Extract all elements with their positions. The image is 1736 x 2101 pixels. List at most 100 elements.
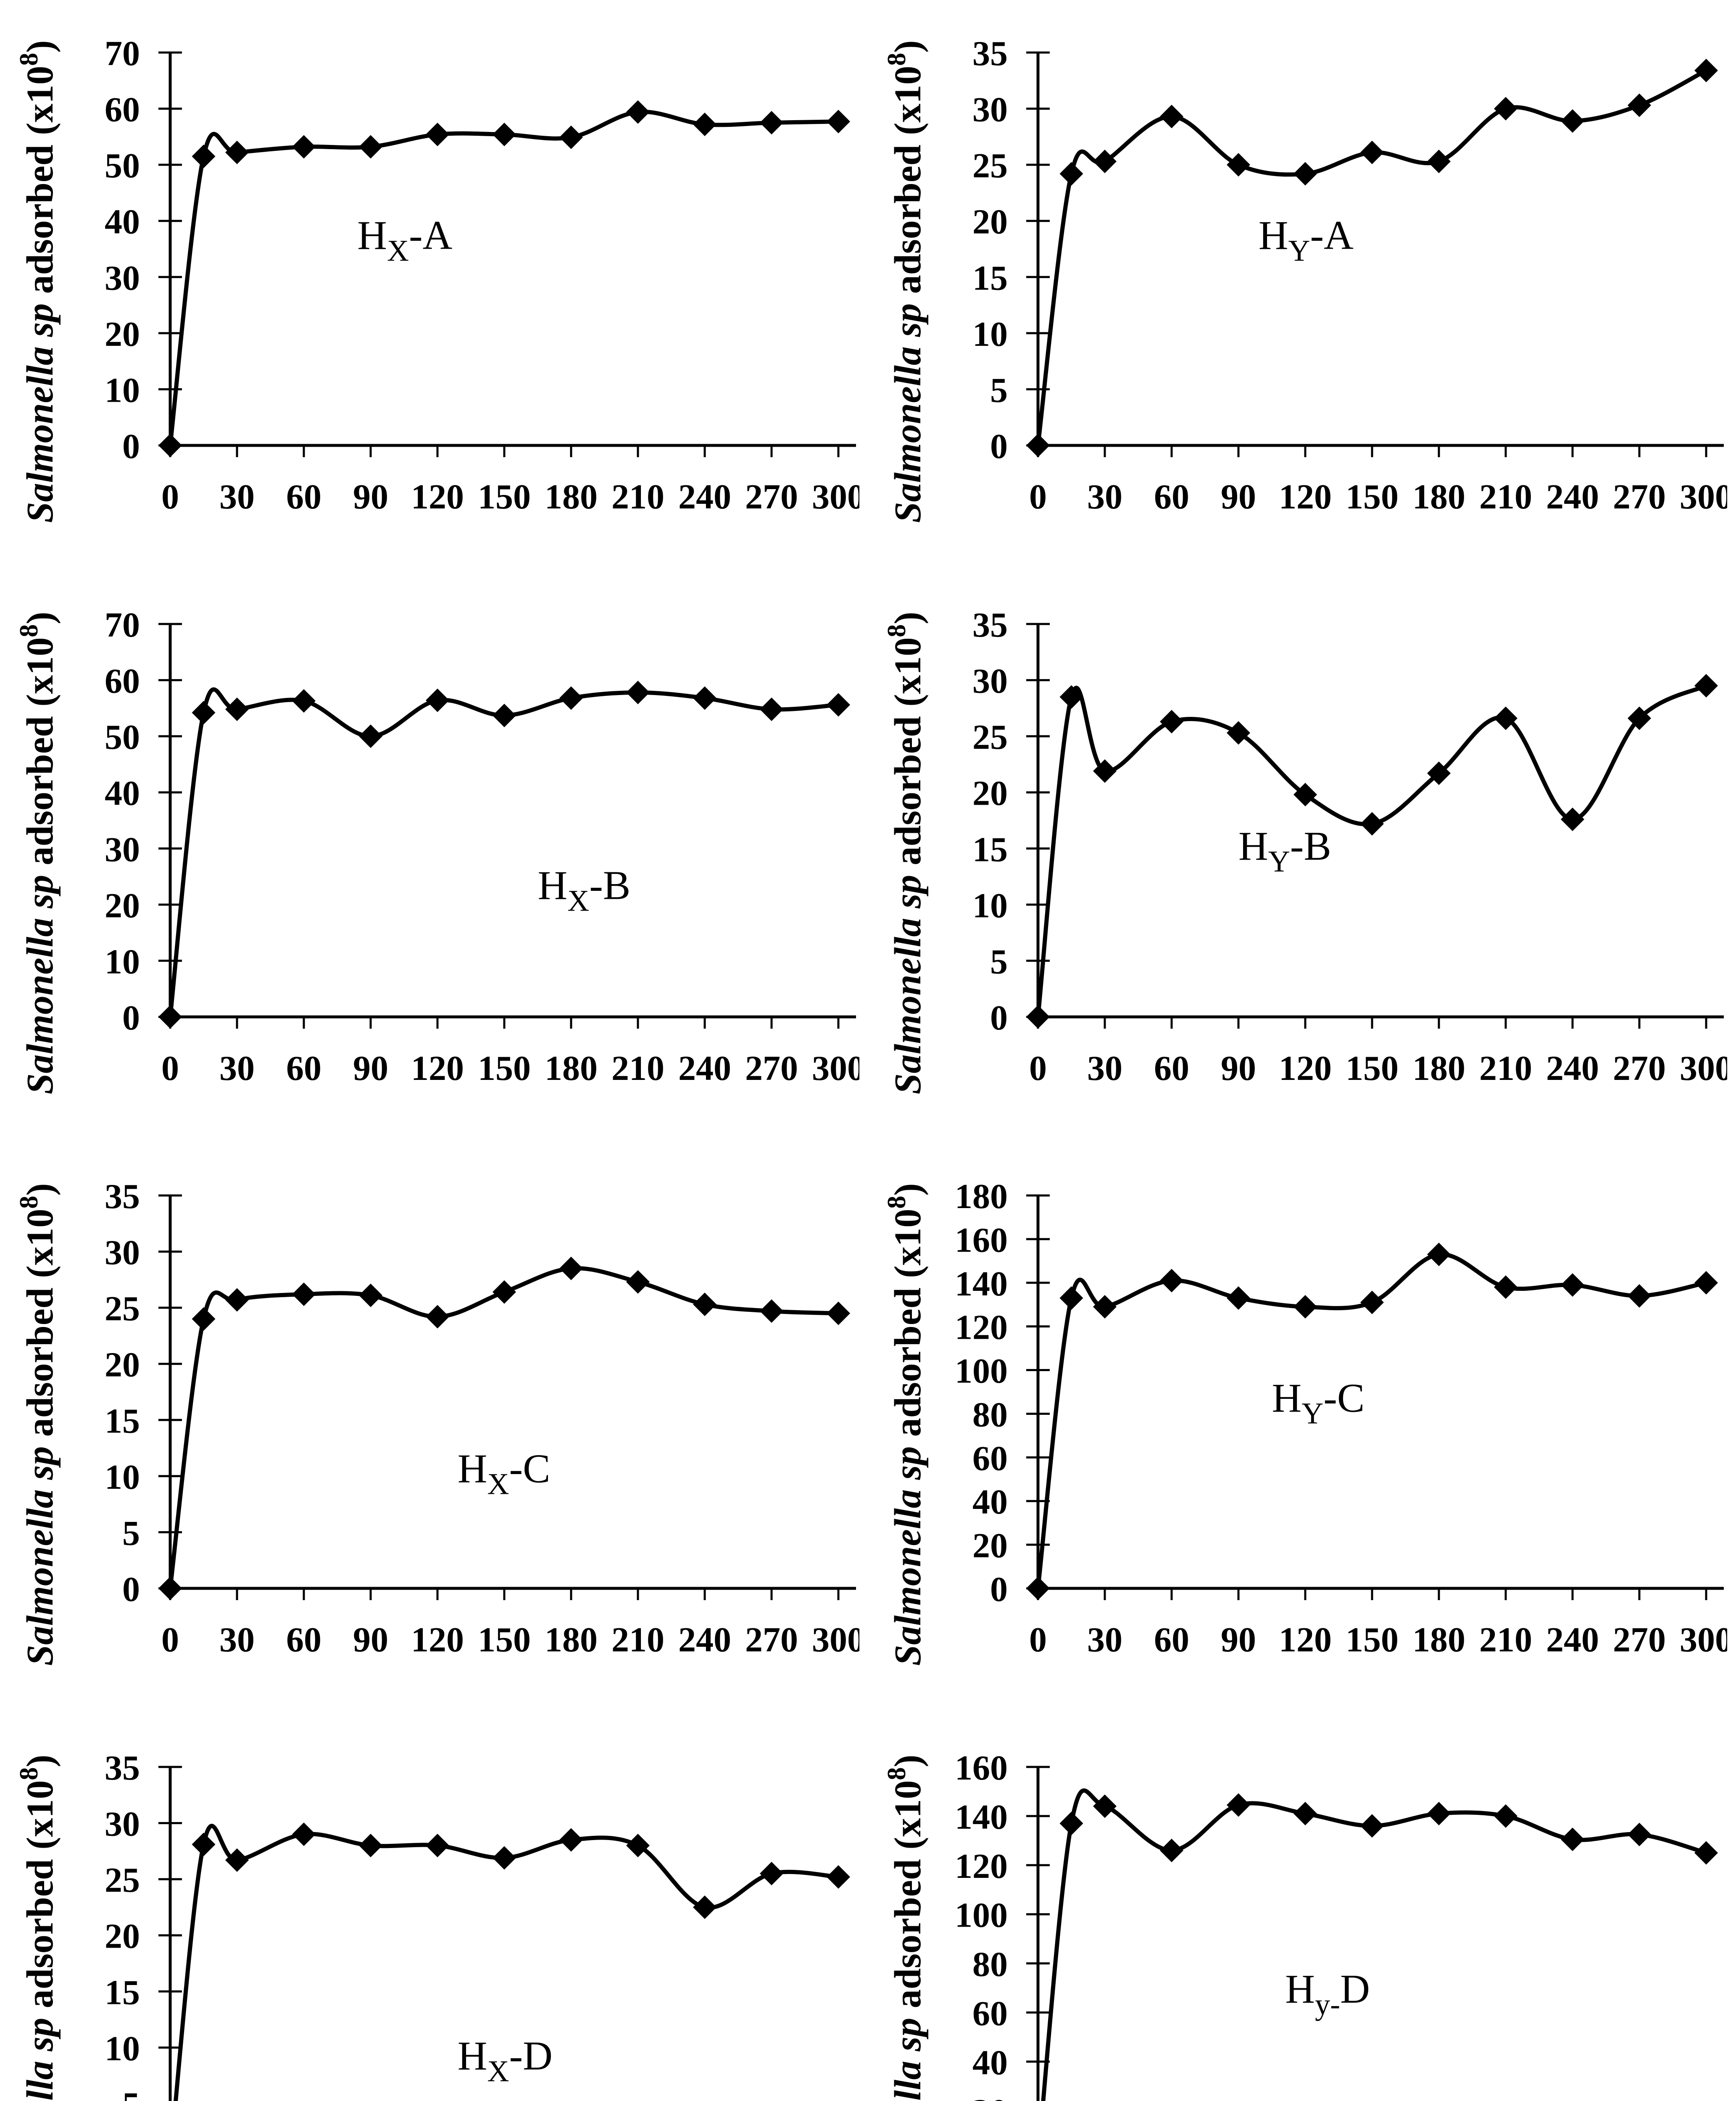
y-tick-label: 0 xyxy=(122,998,140,1037)
y-tick-label: 20 xyxy=(105,886,140,925)
x-tick-label: 240 xyxy=(678,1049,731,1088)
y-tick-label: 25 xyxy=(105,1289,140,1328)
data-point-marker xyxy=(1494,1275,1517,1299)
chart-label: HX-A xyxy=(357,213,452,268)
y-tick-label: 0 xyxy=(990,1570,1008,1609)
data-point-marker xyxy=(559,125,583,149)
data-point-marker xyxy=(626,1270,650,1294)
data-point-marker xyxy=(426,1834,449,1857)
x-tick-label: 60 xyxy=(286,477,321,516)
data-point-marker xyxy=(827,1301,850,1325)
x-tick-label: 150 xyxy=(1346,1049,1399,1088)
x-tick-label: 60 xyxy=(286,1049,321,1088)
x-tick-label: 270 xyxy=(1613,1049,1666,1088)
y-tick-label: 60 xyxy=(972,1439,1008,1478)
y-tick-label: 60 xyxy=(105,662,140,701)
y-tick-label: 100 xyxy=(955,1896,1008,1935)
y-tick-label: 0 xyxy=(122,427,140,466)
x-tick-label: 180 xyxy=(1412,1620,1465,1659)
data-point-marker xyxy=(158,434,182,457)
data-point-marker xyxy=(1561,1827,1584,1851)
line-chart-hy-d: 0204060801001201401600306090120150180210… xyxy=(887,1748,1718,2101)
data-point-marker xyxy=(559,686,583,710)
y-tick-label: 5 xyxy=(122,2085,140,2101)
line-chart-hx-b: 0 10 20 30 40 50 60 70 0 30 60 90 120 150 180 210 240 270… xyxy=(19,606,859,1095)
x-tick-label: 60 xyxy=(1154,1620,1189,1659)
x-tick-label: 240 xyxy=(678,1620,731,1659)
x-tick-label: 90 xyxy=(1221,1049,1256,1088)
data-point-marker xyxy=(1427,761,1451,785)
y-tick-label: 120 xyxy=(955,1847,1008,1886)
data-point-marker xyxy=(1628,1822,1651,1846)
series-line xyxy=(1036,68,1708,448)
data-point-marker xyxy=(292,689,316,713)
x-tick-label: 240 xyxy=(678,477,731,516)
x-tick-label: 210 xyxy=(611,477,664,516)
x-tick-label: 30 xyxy=(219,1620,255,1659)
data-point-marker xyxy=(292,1822,316,1846)
y-tick-label: 30 xyxy=(105,1805,140,1844)
data-point-marker xyxy=(192,145,216,169)
y-axis-label: Salmonella sp adsorbed (x108) xyxy=(19,1183,61,1666)
data-point-marker xyxy=(292,135,316,159)
data-point-marker xyxy=(1059,1286,1083,1310)
data-point-marker xyxy=(1427,1243,1451,1266)
data-point-marker xyxy=(1093,150,1117,174)
data-point-marker xyxy=(426,123,449,147)
data-point-marker xyxy=(158,1577,182,1600)
y-axis-label: Salmonella sp adsorbed (x108) xyxy=(887,1183,929,1666)
data-point-marker xyxy=(1360,812,1384,836)
data-point-marker xyxy=(1093,1794,1117,1818)
data-point-marker xyxy=(426,688,449,712)
chart-hy-b: 0 5 10 15 20 25 30 35 0 30 60 90 120 150 180 210 240 270 3… xyxy=(868,571,1736,1143)
x-tick-label: 210 xyxy=(1479,1049,1532,1088)
x-tick-label: 0 xyxy=(161,1049,179,1088)
y-tick-label: 0 xyxy=(990,998,1008,1037)
data-point-marker xyxy=(359,1834,382,1857)
y-axis-label: Salmonella sp adsorbed (x108) xyxy=(887,40,929,523)
chart-hy-a: 0 5 10 15 20 25 30 35 0 30 60 90 120 150 180 210 240 270 3… xyxy=(868,0,1736,571)
series-line xyxy=(168,1266,840,1590)
y-tick-label: 50 xyxy=(105,718,140,757)
chart-label: HY-C xyxy=(1272,1375,1365,1430)
chart-label: HX-B xyxy=(538,863,631,918)
x-tick-label: 180 xyxy=(545,477,598,516)
data-point-marker xyxy=(1427,150,1451,174)
x-tick-label: 270 xyxy=(1613,1620,1666,1659)
data-point-marker xyxy=(1293,783,1317,807)
y-tick-label: 10 xyxy=(105,1458,140,1497)
y-tick-label: 40 xyxy=(972,2043,1008,2082)
x-tick-label: 120 xyxy=(411,1620,464,1659)
y-tick-label: 140 xyxy=(955,1798,1008,1837)
x-tick-label: 120 xyxy=(411,1049,464,1088)
data-point-marker xyxy=(225,1848,249,1872)
x-tick-label: 30 xyxy=(1087,1620,1122,1659)
y-tick-label: 30 xyxy=(972,662,1008,701)
y-tick-label: 20 xyxy=(972,1526,1008,1565)
line-chart-hx-d: 0510152025303503060901201501802102402703… xyxy=(19,1748,850,2101)
data-point-marker xyxy=(1093,1295,1117,1319)
x-tick-label: 30 xyxy=(219,1049,255,1088)
y-tick-label: 20 xyxy=(105,1345,140,1385)
x-tick-label: 60 xyxy=(1154,477,1189,516)
x-tick-label: 270 xyxy=(745,1049,798,1088)
x-tick-label: 300 xyxy=(1680,1620,1727,1659)
data-point-marker xyxy=(693,686,717,710)
data-point-marker xyxy=(192,1307,216,1331)
data-point-marker xyxy=(1026,1005,1050,1029)
x-tick-label: 270 xyxy=(1613,477,1666,516)
y-axis-label: Salmonella sp adsorbed (x108) xyxy=(887,612,929,1095)
x-tick-label: 180 xyxy=(1412,477,1465,516)
y-tick-label: 50 xyxy=(105,146,140,185)
y-axis-label: Salmonella sp adsorbed (x108) xyxy=(19,612,61,1095)
data-point-marker xyxy=(626,680,650,704)
y-axis-label: Salmonella sp adsorbed (x108) xyxy=(19,1755,61,2101)
data-point-marker xyxy=(1360,1814,1384,1838)
y-tick-label: 30 xyxy=(972,90,1008,129)
y-tick-label: 160 xyxy=(955,1748,1008,1788)
data-point-marker xyxy=(158,1005,182,1029)
y-tick-label: 80 xyxy=(972,1945,1008,1984)
data-point-marker xyxy=(1293,1802,1317,1826)
y-tick-label: 160 xyxy=(955,1221,1008,1260)
series-line xyxy=(168,110,840,448)
